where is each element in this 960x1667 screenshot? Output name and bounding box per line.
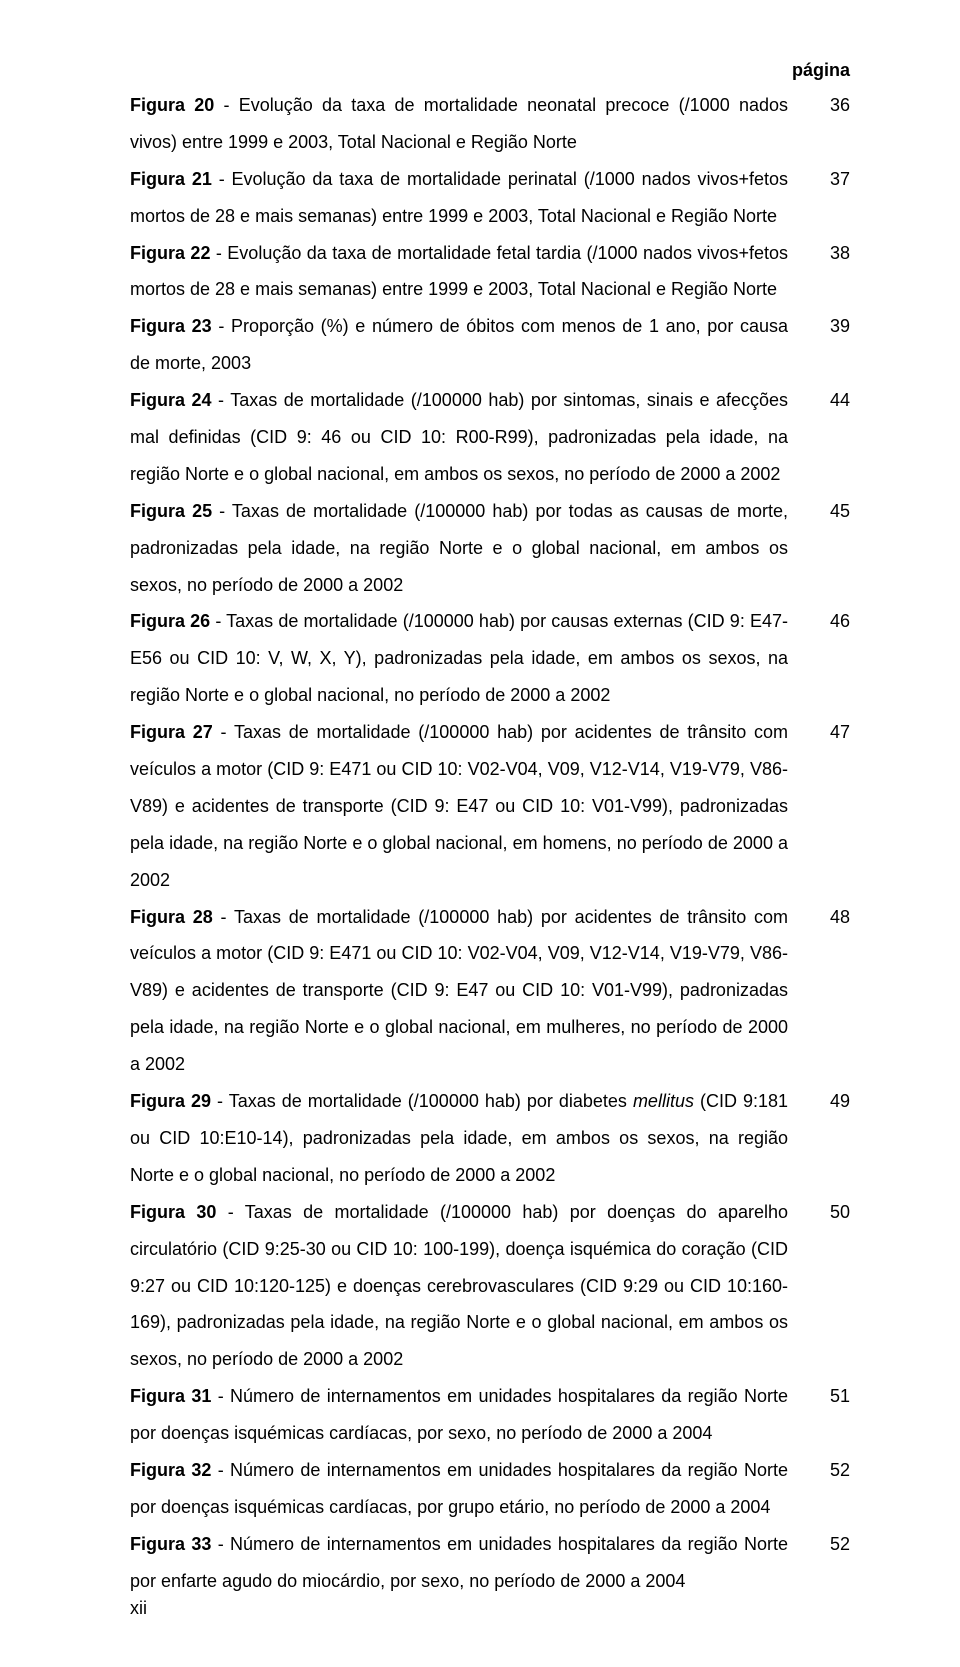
figure-entry-body: - Taxas de mortalidade (/100000 hab) por… bbox=[130, 1202, 788, 1370]
figure-entry-prefix: Figura 27 bbox=[130, 722, 213, 742]
figure-entry-prefix: Figura 32 bbox=[130, 1460, 211, 1480]
figure-entry: Figura 30 - Taxas de mortalidade (/10000… bbox=[130, 1194, 850, 1378]
figure-entry: Figura 27 - Taxas de mortalidade (/10000… bbox=[130, 714, 850, 898]
figure-entry: Figura 20 - Evolução da taxa de mortalid… bbox=[130, 87, 850, 161]
figure-entry-page: 44 bbox=[788, 382, 850, 419]
figure-entry-body: - Taxas de mortalidade (/100000 hab) por… bbox=[130, 390, 788, 484]
figure-entry-body: - Evolução da taxa de mortalidade fetal … bbox=[130, 243, 788, 300]
figure-entry-text: Figura 30 - Taxas de mortalidade (/10000… bbox=[130, 1194, 788, 1378]
page-number-roman: xii bbox=[130, 1598, 147, 1619]
figure-entry-text: Figura 28 - Taxas de mortalidade (/10000… bbox=[130, 899, 788, 1083]
figure-entry: Figura 22 - Evolução da taxa de mortalid… bbox=[130, 235, 850, 309]
figure-entry-page: 51 bbox=[788, 1378, 850, 1415]
figure-entry-text: Figura 21 - Evolução da taxa de mortalid… bbox=[130, 161, 788, 235]
figure-entry-text: Figura 20 - Evolução da taxa de mortalid… bbox=[130, 87, 788, 161]
figure-entry-prefix: Figura 23 bbox=[130, 316, 212, 336]
figure-entry-page: 46 bbox=[788, 603, 850, 640]
figure-entry-prefix: Figura 33 bbox=[130, 1534, 211, 1554]
figure-entry: Figura 25 - Taxas de mortalidade (/10000… bbox=[130, 493, 850, 604]
figure-entry-page: 45 bbox=[788, 493, 850, 530]
figure-entry-prefix: Figura 22 bbox=[130, 243, 210, 263]
figure-entry-text: Figura 33 - Número de internamentos em u… bbox=[130, 1526, 788, 1600]
figure-entry-body: - Proporção (%) e número de óbitos com m… bbox=[130, 316, 788, 373]
figure-entry-body: - Taxas de mortalidade (/100000 hab) por… bbox=[130, 722, 788, 890]
figure-entry: Figura 32 - Número de internamentos em u… bbox=[130, 1452, 850, 1526]
figure-entry-prefix: Figura 29 bbox=[130, 1091, 211, 1111]
figure-entry-body: - Taxas de mortalidade (/100000 hab) por… bbox=[130, 501, 788, 595]
figure-entry-page: 47 bbox=[788, 714, 850, 751]
document-page: página Figura 20 - Evolução da taxa de m… bbox=[0, 0, 960, 1667]
figure-entry-page: 36 bbox=[788, 87, 850, 124]
figure-entry: Figura 23 - Proporção (%) e número de ób… bbox=[130, 308, 850, 382]
figure-entry-body: - Número de internamentos em unidades ho… bbox=[130, 1534, 788, 1591]
figure-entry-page: 52 bbox=[788, 1526, 850, 1563]
figure-entry-text: Figura 31 - Número de internamentos em u… bbox=[130, 1378, 788, 1452]
figure-entry-text: Figura 27 - Taxas de mortalidade (/10000… bbox=[130, 714, 788, 898]
figure-entry-body: - Número de internamentos em unidades ho… bbox=[130, 1460, 788, 1517]
figure-entry-page: 52 bbox=[788, 1452, 850, 1489]
figure-entry-body: - Taxas de mortalidade (/100000 hab) por… bbox=[130, 907, 788, 1075]
figure-entry-text: Figura 22 - Evolução da taxa de mortalid… bbox=[130, 235, 788, 309]
figure-entry: Figura 33 - Número de internamentos em u… bbox=[130, 1526, 850, 1600]
figure-entry-page: 50 bbox=[788, 1194, 850, 1231]
figure-entry-prefix: Figura 21 bbox=[130, 169, 212, 189]
column-header-page: página bbox=[130, 60, 850, 81]
figure-entry-italic: mellitus bbox=[633, 1091, 694, 1111]
figure-entry-text: Figura 26 - Taxas de mortalidade (/10000… bbox=[130, 603, 788, 714]
figure-entry: Figura 24 - Taxas de mortalidade (/10000… bbox=[130, 382, 850, 493]
figure-entry-prefix: Figura 28 bbox=[130, 907, 213, 927]
figure-entry-text: Figura 32 - Número de internamentos em u… bbox=[130, 1452, 788, 1526]
figure-list: Figura 20 - Evolução da taxa de mortalid… bbox=[130, 87, 850, 1600]
figure-entry-text: Figura 23 - Proporção (%) e número de ób… bbox=[130, 308, 788, 382]
figure-entry: Figura 28 - Taxas de mortalidade (/10000… bbox=[130, 899, 850, 1083]
figure-entry-prefix: Figura 31 bbox=[130, 1386, 211, 1406]
figure-entry-page: 39 bbox=[788, 308, 850, 345]
figure-entry-body: - Taxas de mortalidade (/100000 hab) por… bbox=[130, 611, 788, 705]
figure-entry-page: 49 bbox=[788, 1083, 850, 1120]
figure-entry-page: 48 bbox=[788, 899, 850, 936]
figure-entry-body: - Evolução da taxa de mortalidade neonat… bbox=[130, 95, 788, 152]
figure-entry-prefix: Figura 20 bbox=[130, 95, 214, 115]
figure-entry-text: Figura 29 - Taxas de mortalidade (/10000… bbox=[130, 1083, 788, 1194]
figure-entry-body: - Evolução da taxa de mortalidade perina… bbox=[130, 169, 788, 226]
figure-entry-prefix: Figura 24 bbox=[130, 390, 212, 410]
figure-entry: Figura 21 - Evolução da taxa de mortalid… bbox=[130, 161, 850, 235]
figure-entry-body: - Número de internamentos em unidades ho… bbox=[130, 1386, 788, 1443]
figure-entry: Figura 26 - Taxas de mortalidade (/10000… bbox=[130, 603, 850, 714]
figure-entry-prefix: Figura 26 bbox=[130, 611, 210, 631]
figure-entry-page: 37 bbox=[788, 161, 850, 198]
figure-entry-prefix: Figura 25 bbox=[130, 501, 212, 521]
figure-entry: Figura 31 - Número de internamentos em u… bbox=[130, 1378, 850, 1452]
figure-entry-page: 38 bbox=[788, 235, 850, 272]
figure-entry-text: Figura 24 - Taxas de mortalidade (/10000… bbox=[130, 382, 788, 493]
figure-entry-text: Figura 25 - Taxas de mortalidade (/10000… bbox=[130, 493, 788, 604]
figure-entry-body: - Taxas de mortalidade (/100000 hab) por… bbox=[211, 1091, 633, 1111]
figure-entry-prefix: Figura 30 bbox=[130, 1202, 216, 1222]
figure-entry: Figura 29 - Taxas de mortalidade (/10000… bbox=[130, 1083, 850, 1194]
